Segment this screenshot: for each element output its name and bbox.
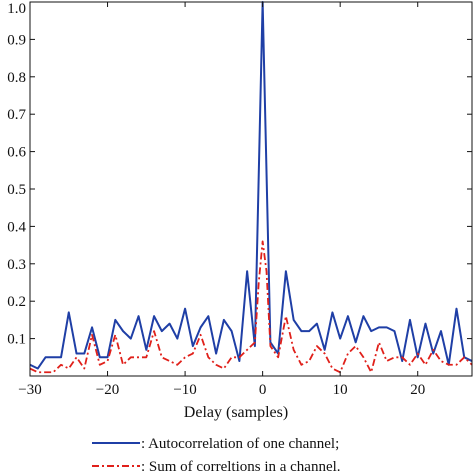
y-tick-label: 0.2	[7, 294, 26, 310]
x-tick-label: −20	[96, 382, 119, 398]
x-tick-label: 20	[410, 382, 425, 398]
legend-label-sum-of-correlations: : Sum of correltions in a channel.	[141, 459, 341, 474]
y-tick-label: 0.4	[7, 219, 26, 235]
x-axis-label: Delay (samples)	[184, 404, 288, 421]
legend-label-autocorrelation: : Autocorrelation of one channel;	[141, 436, 339, 452]
x-tick-label: 0	[259, 382, 267, 398]
y-tick-label: 0.9	[7, 32, 26, 48]
y-tick-label: 0.3	[7, 257, 26, 273]
x-tick-label: −10	[173, 382, 196, 398]
plot-area	[29, 1, 473, 377]
x-tick-label: 10	[333, 382, 348, 398]
y-tick-label: 1.0	[7, 1, 26, 17]
y-tick-label: 0.8	[7, 70, 26, 86]
x-axis-ticks: −30 −20 −10 0 10 20	[18, 2, 425, 398]
series-line-autocorrelation	[29, 1, 473, 370]
y-axis-ticks: 0.1 0.2 0.3 0.4 0.5 0.6 0.7 0.8 0.9 1.0	[7, 1, 472, 348]
y-tick-label: 0.6	[7, 145, 26, 161]
y-tick-label: 0.7	[7, 107, 26, 123]
legend: : Autocorrelation of one channel; : Sum …	[92, 436, 341, 474]
series-line-sum-of-correlations	[29, 240, 473, 374]
plot-background	[30, 2, 472, 376]
x-tick-label: −30	[18, 382, 41, 398]
y-tick-label: 0.1	[7, 332, 26, 348]
y-tick-label: 0.5	[7, 182, 26, 198]
